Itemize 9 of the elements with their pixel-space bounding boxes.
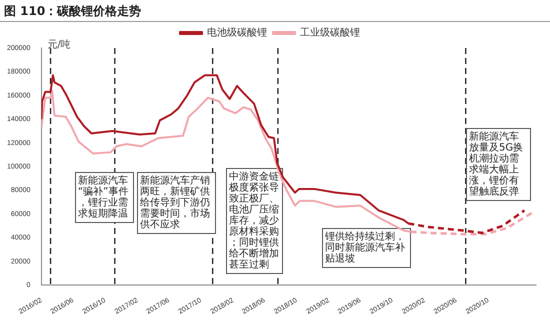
legend-label: 工业级碳酸锂 [300, 26, 360, 39]
annotation: 锂供给持续过剩，同时新能源汽车补贴退坡 [324, 230, 405, 265]
y-axis-title: 元/吨 [47, 38, 71, 51]
annotation: 新能源汽车放量及5G换机潮拉动需求端大幅上涨，锂价有望触底反弹 [469, 130, 524, 198]
annotation: 新能源汽车“骗补”事件，锂行业需求短期降温 [78, 174, 128, 220]
chart-title: 图 110：碳酸锂价格走势 [4, 3, 142, 20]
annotation: 新能源汽车产销两旺，新锂矿供给传导到下游仍需要时间，市场供不应求 [140, 174, 210, 231]
text: 中游资金链极度紧张导致正极厂、电池厂压缩库存，减少原材料采购；同时锂供给不断增加甚至过剩 [229, 172, 279, 271]
legend-label: 电池级碳酸锂 [207, 26, 267, 39]
